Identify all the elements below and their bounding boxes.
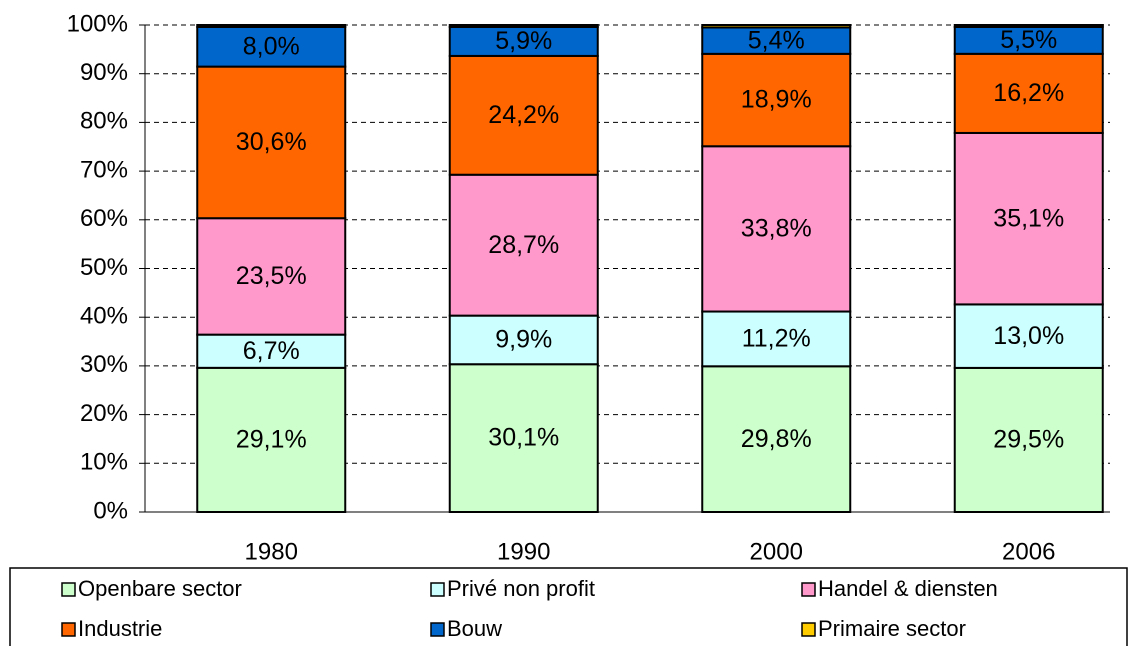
y-tick-label: 80% (80, 108, 128, 135)
bar-segment (953, 24, 1104, 28)
x-tick-label: 2000 (750, 538, 803, 565)
bar-segment (196, 24, 347, 28)
data-label: 18,9% (741, 86, 812, 114)
bar-segment (953, 131, 1104, 306)
bar-segment (448, 54, 599, 176)
y-tick-label: 10% (80, 449, 128, 476)
data-label: 23,5% (236, 262, 307, 290)
legend-swatch (61, 582, 76, 597)
y-tick-label: 100% (67, 10, 128, 37)
data-label: 30,6% (236, 128, 307, 156)
x-tick-label: 1980 (245, 538, 298, 565)
legend-label: Primaire sector (818, 616, 966, 641)
data-label: 29,5% (993, 426, 1064, 454)
x-tick-label: 1990 (497, 538, 550, 565)
y-tick-label: 30% (80, 351, 128, 378)
bar-segment (701, 310, 852, 368)
legend-swatch (430, 582, 445, 597)
y-tick-label: 20% (80, 400, 128, 427)
bar-segment (701, 24, 852, 29)
data-label: 6,7% (243, 337, 300, 365)
bar-segment (701, 365, 852, 513)
data-label: 5,4% (748, 26, 805, 54)
bar-segment (953, 366, 1104, 513)
data-label: 29,1% (236, 426, 307, 454)
bar-segment (448, 24, 599, 28)
y-tick-label: 70% (80, 156, 128, 183)
y-tick-label: 0% (93, 497, 128, 524)
data-label: 5,9% (495, 27, 552, 55)
y-tick-label: 40% (80, 303, 128, 330)
bar-segment (196, 65, 347, 220)
legend-box (9, 567, 1128, 646)
legend-label: Handel & diensten (818, 576, 998, 601)
legend-swatch (801, 582, 816, 597)
data-label: 24,2% (488, 101, 559, 129)
legend-label: Industrie (78, 616, 162, 641)
legend-label: Openbare sector (78, 576, 242, 601)
data-label: 16,2% (993, 79, 1064, 107)
data-label: 5,5% (1000, 26, 1057, 54)
data-label: 11,2% (742, 325, 811, 353)
y-tick-label: 90% (80, 59, 128, 86)
bar-segment (448, 173, 599, 317)
y-tick-label: 60% (80, 205, 128, 232)
legend-label: Bouw (447, 616, 502, 641)
data-label: 33,8% (741, 215, 812, 243)
bar-segment (701, 145, 852, 313)
bar-segment (701, 52, 852, 148)
bar-segment (701, 26, 852, 55)
legend-label: Privé non profit (447, 576, 595, 601)
legend-swatch (430, 622, 445, 637)
bar-segment (196, 366, 347, 513)
bar-segment (196, 333, 347, 369)
data-label: 28,7% (488, 231, 559, 259)
data-label: 8,0% (243, 32, 300, 60)
bar-segment (448, 314, 599, 366)
data-label: 13,0% (993, 322, 1064, 350)
bar-segment (196, 217, 347, 336)
x-tick-label: 2006 (1002, 538, 1055, 565)
bar-segment (196, 25, 347, 68)
data-label: 35,1% (993, 204, 1064, 232)
legend-swatch (801, 622, 816, 637)
data-label: 30,1% (488, 424, 559, 452)
data-label: 29,8% (741, 425, 812, 453)
y-tick-label: 50% (80, 254, 128, 281)
legend-swatch (61, 622, 76, 637)
data-label: 9,9% (495, 326, 552, 354)
